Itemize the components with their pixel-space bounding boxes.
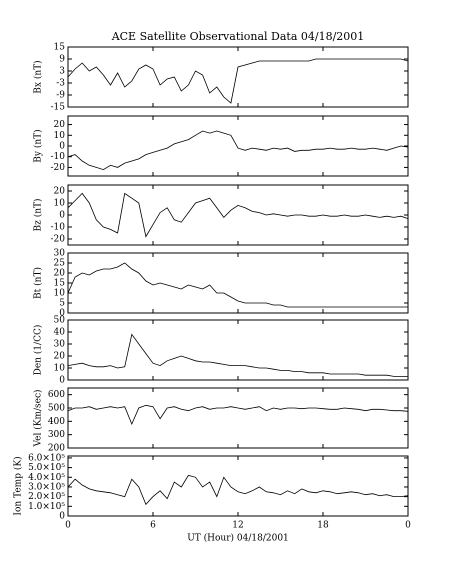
y-axis-label: Den (1/CC)	[33, 325, 44, 376]
y-tick-label: 0	[59, 376, 65, 386]
y-tick-label: 3.0×10⁵	[28, 482, 65, 492]
y-tick-label: 500	[48, 404, 65, 414]
x-tick-label: 0	[65, 521, 71, 531]
x-tick-label: 0	[405, 521, 411, 531]
panel-frame	[67, 184, 409, 246]
y-tick-label: 15	[54, 279, 66, 289]
y-tick-label: 9	[59, 55, 65, 65]
y-axis-label: Bx (nT)	[33, 60, 44, 93]
y-axis-label: Vel (Km/sec)	[33, 389, 44, 447]
y-tick-label: 3	[59, 67, 65, 77]
y-tick-label: -20	[51, 235, 66, 245]
y-tick-label: 0	[59, 512, 65, 522]
y-tick-label: -9	[56, 91, 65, 101]
y-tick-label: -20	[51, 163, 66, 173]
y-tick-label: 15	[54, 43, 66, 53]
panel-frame	[67, 455, 409, 517]
y-axis-label: Ion Temp (K)	[13, 456, 24, 515]
y-tick-label: -3	[56, 79, 65, 89]
x-tick-label: 12	[232, 521, 243, 531]
data-line	[67, 474, 409, 506]
y-tick-label: 20	[54, 352, 66, 362]
y-tick-label: 0	[59, 309, 65, 319]
y-tick-label: 400	[48, 417, 65, 427]
panel-frame	[67, 387, 409, 449]
data-line	[67, 404, 409, 426]
y-tick-label: 20	[54, 120, 66, 130]
y-tick-label: 0	[59, 142, 65, 152]
data-line	[67, 333, 408, 377]
y-axis-label: Bz (nT)	[33, 198, 44, 231]
panel-frame	[67, 319, 409, 381]
y-tick-label: 20	[54, 269, 66, 279]
y-tick-label: 50	[54, 316, 66, 326]
y-tick-label: 20	[54, 187, 66, 197]
y-tick-label: -10	[51, 152, 66, 162]
y-tick-label: 300	[48, 430, 65, 440]
data-line	[67, 130, 409, 171]
y-tick-label: 30	[54, 249, 66, 259]
y-axis-label: Bt (nT)	[33, 267, 44, 299]
y-tick-label: 4.0×10⁵	[28, 473, 65, 483]
x-tick-label: 6	[150, 521, 156, 531]
data-line	[67, 58, 409, 104]
y-tick-label: 10	[54, 289, 66, 299]
panel-frame	[67, 252, 409, 314]
chart-title: ACE Satellite Observational Data 04/18/2…	[111, 30, 365, 43]
y-tick-label: 5.0×10⁵	[28, 463, 65, 473]
y-tick-label: 0	[59, 211, 65, 221]
y-tick-label: -10	[51, 223, 66, 233]
y-tick-label: -15	[51, 103, 66, 113]
y-tick-label: 600	[48, 390, 65, 400]
y-tick-label: 1.0×10⁵	[28, 502, 65, 512]
y-axis-label: By (nT)	[33, 129, 44, 162]
y-tick-label: 30	[54, 340, 66, 350]
panel-frame	[67, 46, 409, 108]
y-tick-label: 200	[48, 444, 65, 454]
y-tick-label: 5	[59, 299, 65, 309]
y-tick-label: 10	[54, 131, 66, 141]
data-line	[67, 262, 408, 308]
y-tick-label: 10	[54, 364, 66, 374]
y-tick-label: 40	[54, 328, 66, 338]
x-tick-label: 18	[317, 521, 329, 531]
y-tick-label: 25	[54, 259, 66, 269]
y-tick-label: 2.0×10⁵	[28, 492, 65, 502]
y-tick-label: 6.0×10⁵	[28, 453, 65, 463]
data-line	[67, 192, 409, 238]
y-tick-label: 10	[54, 199, 66, 209]
x-axis-label: UT (Hour) 04/18/2001	[187, 533, 289, 544]
